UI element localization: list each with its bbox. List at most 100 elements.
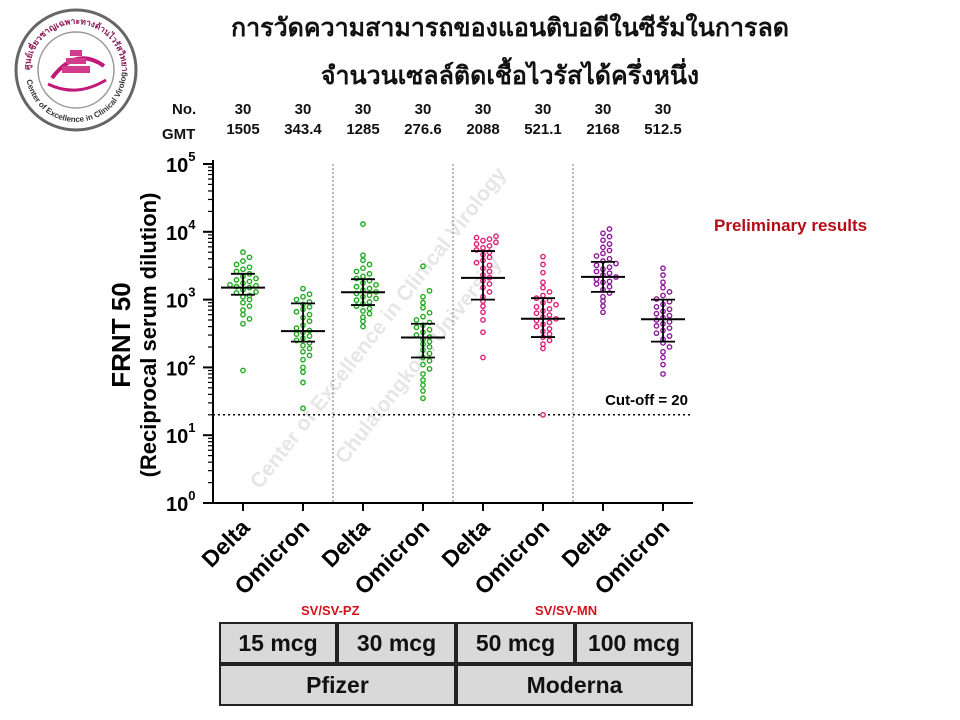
data-point bbox=[240, 286, 246, 293]
data-point bbox=[480, 293, 486, 300]
data-point bbox=[240, 280, 246, 287]
data-point bbox=[240, 367, 246, 374]
data-point bbox=[306, 311, 313, 318]
y-tick-label: 102 bbox=[166, 352, 195, 380]
data-point bbox=[493, 239, 499, 246]
data-point bbox=[360, 287, 366, 294]
data-point bbox=[420, 304, 426, 311]
data-point bbox=[600, 309, 606, 316]
data-point bbox=[240, 293, 246, 300]
data-point bbox=[360, 280, 366, 286]
header-gmt-value: 2168 bbox=[586, 121, 620, 138]
data-point bbox=[600, 237, 606, 244]
data-point bbox=[420, 299, 426, 306]
data-point bbox=[473, 241, 480, 247]
data-point bbox=[240, 311, 246, 318]
group-dividers bbox=[332, 164, 574, 503]
data-point bbox=[480, 251, 486, 258]
data-point bbox=[660, 272, 666, 278]
data-point bbox=[293, 325, 300, 331]
data-point bbox=[293, 331, 300, 337]
data-point bbox=[540, 299, 546, 306]
data-point bbox=[660, 348, 666, 355]
data-point bbox=[660, 284, 666, 291]
data-point bbox=[233, 283, 240, 290]
data-point bbox=[306, 318, 313, 325]
data-point bbox=[546, 312, 553, 319]
data-point bbox=[480, 298, 486, 305]
data-point bbox=[360, 252, 366, 259]
data-point bbox=[366, 261, 373, 268]
data-point bbox=[606, 255, 613, 262]
data-point bbox=[426, 287, 433, 294]
data-point bbox=[546, 325, 553, 332]
data-point bbox=[300, 322, 306, 329]
data-point bbox=[360, 318, 366, 325]
data-point bbox=[600, 286, 606, 293]
y-tick-exponent: 5 bbox=[188, 149, 195, 164]
data-point bbox=[540, 334, 546, 340]
data-point bbox=[353, 275, 360, 282]
data-point bbox=[300, 379, 306, 386]
header-n-value: 30 bbox=[234, 101, 252, 118]
data-point bbox=[426, 357, 433, 364]
data-point bbox=[540, 279, 546, 286]
data-point bbox=[300, 356, 306, 363]
header-n-value: 30 bbox=[354, 101, 372, 118]
data-point bbox=[600, 298, 606, 305]
data-point bbox=[546, 331, 553, 337]
data-point bbox=[593, 262, 600, 269]
data-point bbox=[300, 285, 306, 292]
data-point bbox=[420, 293, 426, 300]
data-point bbox=[420, 313, 426, 320]
data-point bbox=[366, 285, 373, 292]
data-point bbox=[360, 265, 366, 272]
data-point bbox=[480, 244, 486, 251]
data-point bbox=[353, 283, 360, 290]
data-point bbox=[606, 241, 613, 247]
data-point bbox=[426, 344, 433, 350]
data-point bbox=[486, 274, 493, 281]
dose-box-15: 15 mcg bbox=[219, 622, 337, 664]
data-point bbox=[600, 293, 606, 300]
data-point bbox=[486, 288, 493, 295]
data-point bbox=[533, 295, 540, 302]
watermark-text: Chulalongkorn University bbox=[331, 252, 507, 468]
data-point bbox=[666, 344, 673, 350]
data-point bbox=[546, 337, 553, 344]
header-n-value: 30 bbox=[594, 101, 612, 118]
data-point bbox=[546, 297, 553, 304]
data-point bbox=[486, 262, 493, 269]
data-point bbox=[366, 270, 373, 277]
data-point bbox=[600, 279, 606, 286]
data-point bbox=[360, 257, 366, 264]
data-point bbox=[533, 310, 540, 317]
data-point bbox=[606, 283, 613, 290]
data-point bbox=[666, 312, 673, 319]
y-tick-label: 103 bbox=[166, 285, 195, 313]
data-point bbox=[600, 258, 606, 264]
data-point bbox=[420, 322, 426, 329]
data-point bbox=[486, 254, 493, 261]
data-point bbox=[653, 296, 660, 302]
data-point bbox=[660, 292, 666, 299]
header-gmt-value: 521.1 bbox=[524, 121, 562, 138]
data-point bbox=[373, 295, 379, 302]
data-point bbox=[660, 320, 666, 327]
x-tick-label: Omicron bbox=[349, 514, 434, 599]
data-point bbox=[540, 345, 546, 352]
data-point bbox=[666, 306, 673, 313]
y-tick-label: 100 bbox=[166, 488, 195, 516]
data-point bbox=[246, 278, 253, 285]
data-point bbox=[300, 301, 306, 308]
data-point bbox=[306, 299, 313, 305]
data-point bbox=[486, 242, 493, 249]
data-point bbox=[293, 296, 300, 303]
data-point bbox=[306, 333, 313, 339]
data-point bbox=[613, 274, 619, 280]
data-point bbox=[227, 281, 233, 288]
data-point bbox=[420, 377, 426, 383]
data-point bbox=[493, 233, 499, 240]
data-point bbox=[600, 303, 606, 310]
cecv-logo: ศูนย์เชี่ยวชาญเฉพาะทางด้านไวรัสวิทยาคลิน… bbox=[12, 6, 138, 132]
